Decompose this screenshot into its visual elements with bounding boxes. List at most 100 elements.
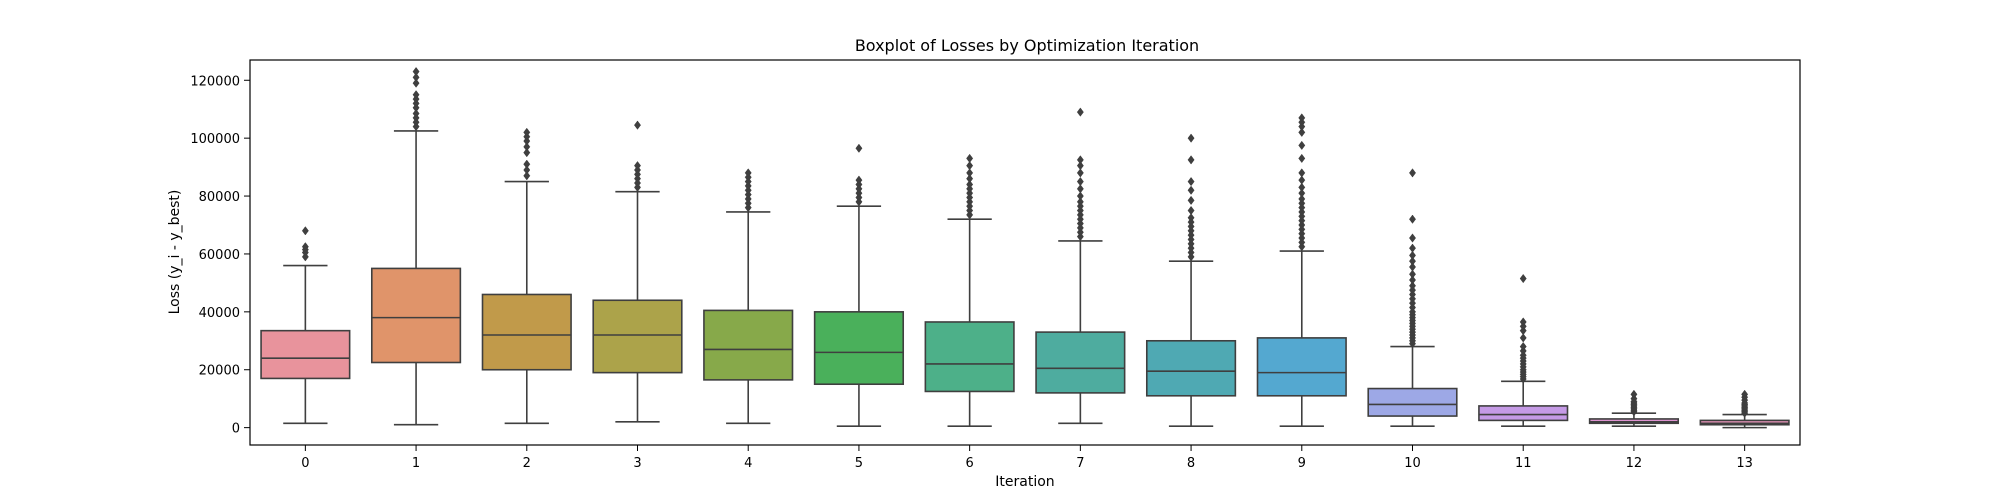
outlier-point [412,108,420,119]
outlier-point [301,226,309,236]
y-tick-label: 0 [232,422,240,437]
y-tick-label: 120000 [190,74,240,89]
y-tick-label: 40000 [199,306,240,321]
chart-title: Boxplot of Losses by Optimization Iterat… [855,36,1199,55]
outlier-point [412,66,420,77]
x-tick-label: 6 [966,456,974,471]
iqr-box [592,299,683,374]
outlier-point [1076,155,1084,165]
outlier-point [1076,168,1084,178]
outlier-point [1519,341,1527,352]
iqr-box [1478,405,1569,422]
outlier-point [1741,389,1749,399]
outlier-point [1298,188,1306,198]
x-tick-label: 11 [1515,456,1532,471]
x-tick-label: 4 [744,456,752,471]
x-tick-label: 1 [412,456,420,471]
y-tick-label: 100000 [190,132,240,147]
y-tick-label: 80000 [199,190,240,205]
iqr-box [1035,331,1126,394]
outlier-point [523,148,531,158]
outlier-point [523,165,531,175]
x-tick-label: 9 [1298,456,1306,471]
iqr-box [370,267,462,364]
outlier-point [1076,107,1084,117]
outlier-point [634,120,641,130]
outlier-point [523,127,531,137]
outlier-point [966,161,974,171]
x-tick-label: 2 [523,456,531,471]
outlier-point [1409,214,1416,224]
outlier-point [1187,176,1195,187]
outlier-point [966,168,974,178]
outlier-point [523,159,531,169]
outlier-point [855,143,863,153]
x-tick-label: 8 [1187,456,1195,471]
outlier-point [744,168,752,178]
outlier-point [1409,262,1416,272]
outlier-point [1409,168,1416,178]
outlier-point [1076,197,1084,207]
outlier-point [523,171,531,181]
outlier-point [1187,195,1195,206]
outlier-point [1298,140,1306,151]
iqr-box [1367,387,1458,417]
outlier-point [1298,194,1306,204]
x-tick-label: 3 [633,456,641,471]
outlier-point [1298,113,1306,123]
outlier-point [1076,184,1084,194]
outlier-point [1076,191,1084,201]
outlier-point [1519,273,1527,284]
outlier-point [1409,250,1416,261]
outlier-point [1187,185,1195,195]
plot-frame [249,59,1801,446]
iqr-box [1145,339,1237,397]
outlier-point [412,78,420,88]
outlier-point [412,72,420,82]
outlier-point [1409,243,1416,253]
outlier-point [966,174,974,184]
iqr-box [703,309,794,381]
x-tick-label: 13 [1736,456,1753,471]
outlier-point [1076,161,1084,171]
outlier-point [1519,317,1527,327]
outlier-point [1298,153,1306,164]
outlier-point [1076,176,1084,187]
iqr-box [813,311,905,386]
outlier-point [1298,168,1306,178]
outlier-point [1409,281,1416,291]
outlier-point [855,175,863,185]
outlier-point [634,161,641,171]
x-tick-label: 10 [1404,456,1421,471]
outlier-point [966,153,974,164]
iqr-box [260,329,351,380]
outlier-point [1630,389,1638,399]
iqr-box [1256,337,1347,397]
outlier-point [1298,182,1306,192]
outlier-point [1409,233,1416,243]
y-axis-label: Loss (y_i - y_best) [167,190,183,315]
outlier-point [1409,275,1416,285]
x-tick-label: 5 [855,456,863,471]
x-axis-label: Iteration [995,474,1054,490]
outlier-point [1298,175,1306,185]
iqr-box [924,321,1015,393]
outlier-point [1409,256,1416,266]
x-tick-label: 7 [1076,456,1084,471]
outlier-point [1187,155,1195,165]
outlier-point [1187,133,1195,143]
iqr-box [481,293,572,371]
outlier-point [1298,127,1306,137]
outlier-point [1519,333,1527,343]
outlier-point [1409,269,1416,279]
outlier-point [1187,205,1195,216]
y-tick-label: 60000 [199,248,240,263]
y-tick-label: 20000 [199,364,240,379]
x-tick-label: 12 [1626,456,1643,471]
outlier-point [301,242,309,252]
outlier-point [1187,213,1195,223]
outlier-point [966,179,974,190]
